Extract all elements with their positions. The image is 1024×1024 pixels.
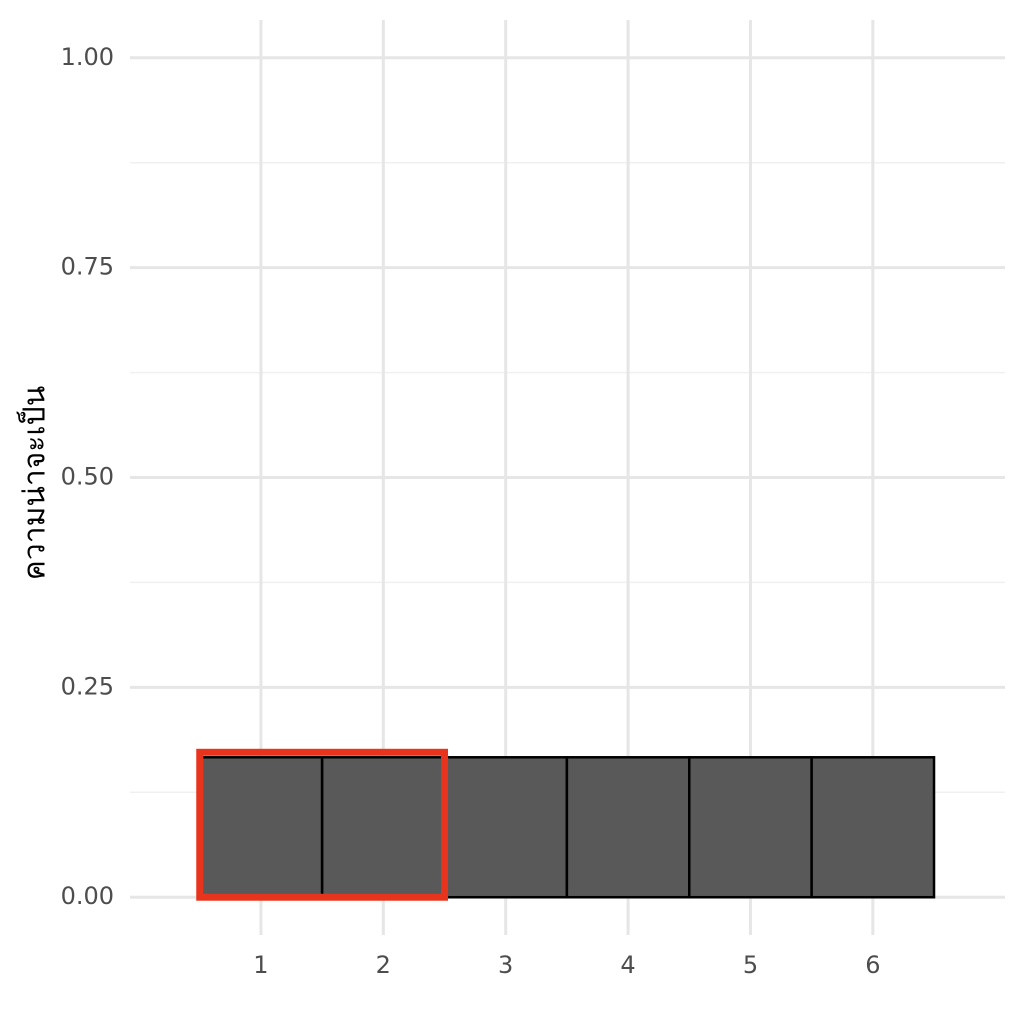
y-tick-label: 0.50 [61,463,114,491]
bar [443,756,569,899]
x-tick-label: 5 [743,951,758,979]
bar [810,756,936,899]
y-tick-label: 0.00 [61,882,114,910]
y-tick-label: 0.75 [61,253,114,281]
x-tick-label: 2 [376,951,391,979]
y-tick-label: 1.00 [61,43,114,71]
bar [320,756,446,899]
x-tick-label: 6 [865,951,880,979]
y-tick-label: 0.25 [61,672,114,700]
x-tick-label: 1 [253,951,268,979]
x-tick-label: 4 [620,951,635,979]
bar [565,756,691,899]
bar [198,756,324,899]
bar [688,756,813,899]
x-tick-label: 3 [498,951,513,979]
y-axis-title: ความน่าจะเป็น [16,386,53,580]
highlight-box [196,748,449,901]
